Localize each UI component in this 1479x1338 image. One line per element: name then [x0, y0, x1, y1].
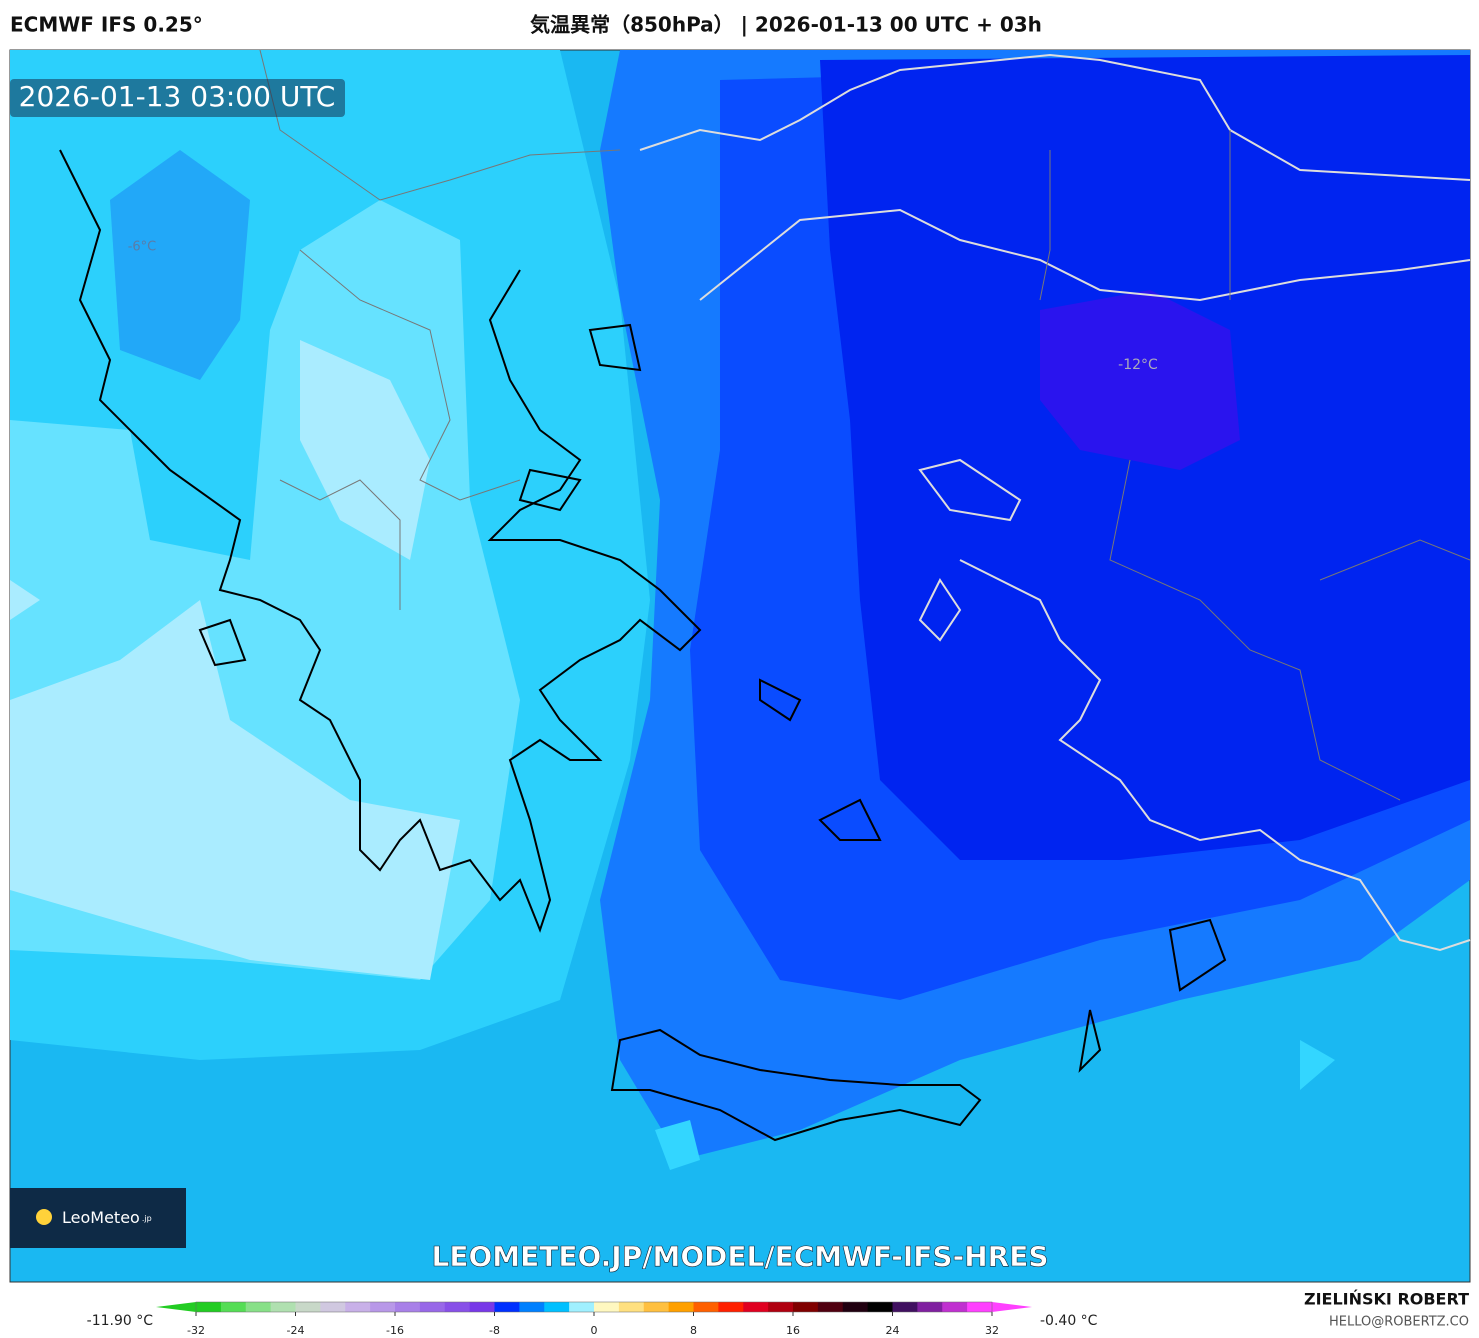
- colorbar-segment: [444, 1302, 471, 1312]
- colorbar-segment: [419, 1302, 446, 1312]
- colorbar-segment: [718, 1302, 744, 1312]
- colorbar-segment: [196, 1302, 222, 1312]
- colorbar-arrow: [992, 1302, 1032, 1312]
- colorbar-segment: [618, 1302, 645, 1312]
- colorbar-tick-label: 8: [690, 1324, 697, 1337]
- timestamp-box: [10, 79, 345, 117]
- colorbar-segment: [494, 1302, 520, 1312]
- colorbar-segment: [469, 1302, 495, 1312]
- colorbar-segment: [320, 1302, 346, 1312]
- temperature-zone: [10, 340, 460, 980]
- colorbar-segment: [768, 1302, 794, 1312]
- model-name: ECMWF IFS 0.25°: [10, 13, 203, 37]
- colorbar-segment: [594, 1302, 620, 1312]
- colorbar-segment: [245, 1302, 272, 1312]
- colorbar-segment: [967, 1302, 993, 1312]
- coastlines: [59, 149, 1227, 1142]
- colorbar-segment: [842, 1302, 869, 1312]
- colorbar-segment: [892, 1302, 918, 1312]
- temperature-zone: [1040, 290, 1240, 470]
- colorbar-tick-label: 24: [886, 1324, 900, 1337]
- colorbar-segment: [220, 1302, 247, 1312]
- max-value: -0.40 °C: [1040, 1313, 1098, 1329]
- colorbar-tick-label: 0: [591, 1324, 598, 1337]
- colorbar-segment: [270, 1302, 296, 1312]
- timestamp: 2026-01-13 03:00 UTC: [19, 80, 336, 113]
- colorbar-segment: [544, 1302, 570, 1312]
- map: -6°C -12°C 2026-01-13 03:00 UTC LeoMeteo…: [9, 49, 1471, 1283]
- colorbar-segment: [395, 1302, 421, 1312]
- map-title: 気温異常（850hPa） | 2026-01-13 00 UTC + 03h: [530, 13, 1042, 37]
- email: HELLO@ROBERTZ.CO: [1329, 1315, 1469, 1330]
- colorbar-tick-label: -32: [187, 1324, 205, 1337]
- author: ZIELIŃSKI ROBERT: [1304, 1290, 1469, 1309]
- contour-label: -6°C: [128, 240, 157, 255]
- colorbar-segment: [867, 1302, 893, 1312]
- colorbar-segment: [345, 1302, 371, 1312]
- colorbar-segment: [693, 1302, 719, 1312]
- contour-label: -12°C: [1118, 357, 1158, 373]
- colorbar-segment: [942, 1302, 968, 1312]
- colorbar-tick-label: 32: [985, 1324, 999, 1337]
- colorbar-segment: [569, 1302, 595, 1312]
- colorbar-segment: [817, 1302, 844, 1312]
- colorbar-tick-label: -8: [489, 1324, 500, 1337]
- colorbar-tick-label: 16: [786, 1324, 800, 1337]
- colorbar-segment: [643, 1302, 670, 1312]
- logo-text: LeoMeteo .jp: [62, 1208, 152, 1227]
- colorbar-segment: [519, 1302, 545, 1312]
- logo-sun: [36, 1209, 52, 1225]
- colorbar-arrow: [156, 1302, 196, 1312]
- colorbar-segment: [668, 1302, 694, 1312]
- colorbar-segment: [793, 1302, 819, 1312]
- watermark-url: LEOMETEO.JP/MODEL/ECMWF-IFS-HRES: [431, 1240, 1048, 1273]
- colorbar-segment: [295, 1302, 321, 1312]
- colorbar-segment: [917, 1302, 943, 1312]
- colorbar: -32 -24 -16 -8 0 8 16 24 32: [156, 1301, 1032, 1337]
- colorbar-tick-label: -16: [386, 1324, 404, 1337]
- min-value: -11.90 °C: [87, 1313, 154, 1329]
- colorbar-segment: [370, 1302, 396, 1312]
- colorbar-segment: [743, 1302, 769, 1312]
- temperature-zone: [110, 150, 250, 380]
- colorbar-tick-label: -24: [287, 1324, 305, 1337]
